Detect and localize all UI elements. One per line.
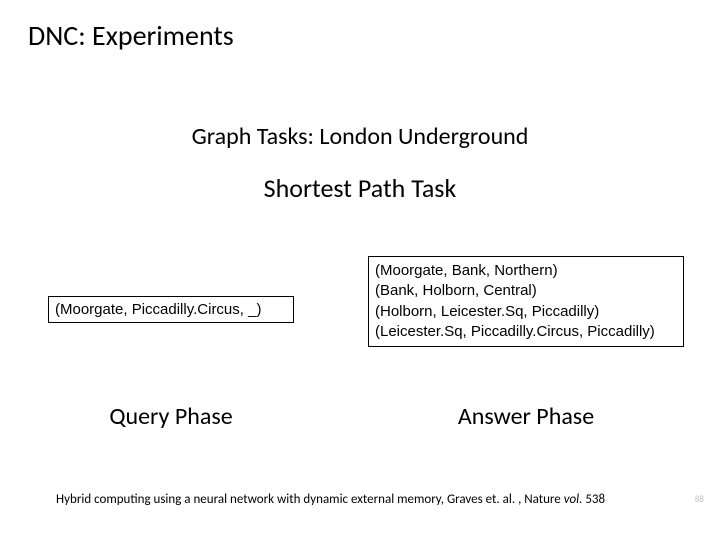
page-number: 88 [695, 494, 704, 505]
slide: DNC: Experiments Graph Tasks: London Und… [0, 0, 720, 540]
answer-phase-text: Answer Phase [458, 402, 594, 431]
page-number-text: 88 [695, 494, 704, 505]
answer-line: (Moorgate, Bank, Northern) [375, 261, 677, 281]
answer-phase-label: Answer Phase [368, 402, 684, 431]
citation-volume: vol. [564, 492, 583, 507]
slide-subtitle-text: Graph Tasks: London Underground [192, 122, 529, 151]
slide-subtitle: Graph Tasks: London Underground [0, 122, 720, 151]
citation: Hybrid computing using a neural network … [56, 492, 605, 507]
citation-part1: Hybrid computing using a neural network … [56, 492, 564, 507]
answer-line: (Bank, Holborn, Central) [375, 281, 677, 301]
answer-line: (Leicester.Sq, Piccadilly.Circus, Piccad… [375, 322, 677, 342]
answer-box: (Moorgate, Bank, Northern) (Bank, Holbor… [368, 256, 684, 347]
query-box: (Moorgate, Piccadilly.Circus, _) [48, 296, 294, 323]
citation-part2: 538 [582, 492, 605, 507]
answer-line: (Holborn, Leicester.Sq, Piccadilly) [375, 302, 677, 322]
task-title-text: Shortest Path Task [264, 172, 457, 204]
slide-title-text: DNC: Experiments [28, 18, 234, 53]
slide-title: DNC: Experiments [28, 18, 234, 53]
query-phase-text: Query Phase [109, 402, 232, 431]
task-title: Shortest Path Task [0, 172, 720, 204]
query-line: (Moorgate, Piccadilly.Circus, _) [55, 301, 287, 318]
query-phase-label: Query Phase [48, 402, 294, 431]
